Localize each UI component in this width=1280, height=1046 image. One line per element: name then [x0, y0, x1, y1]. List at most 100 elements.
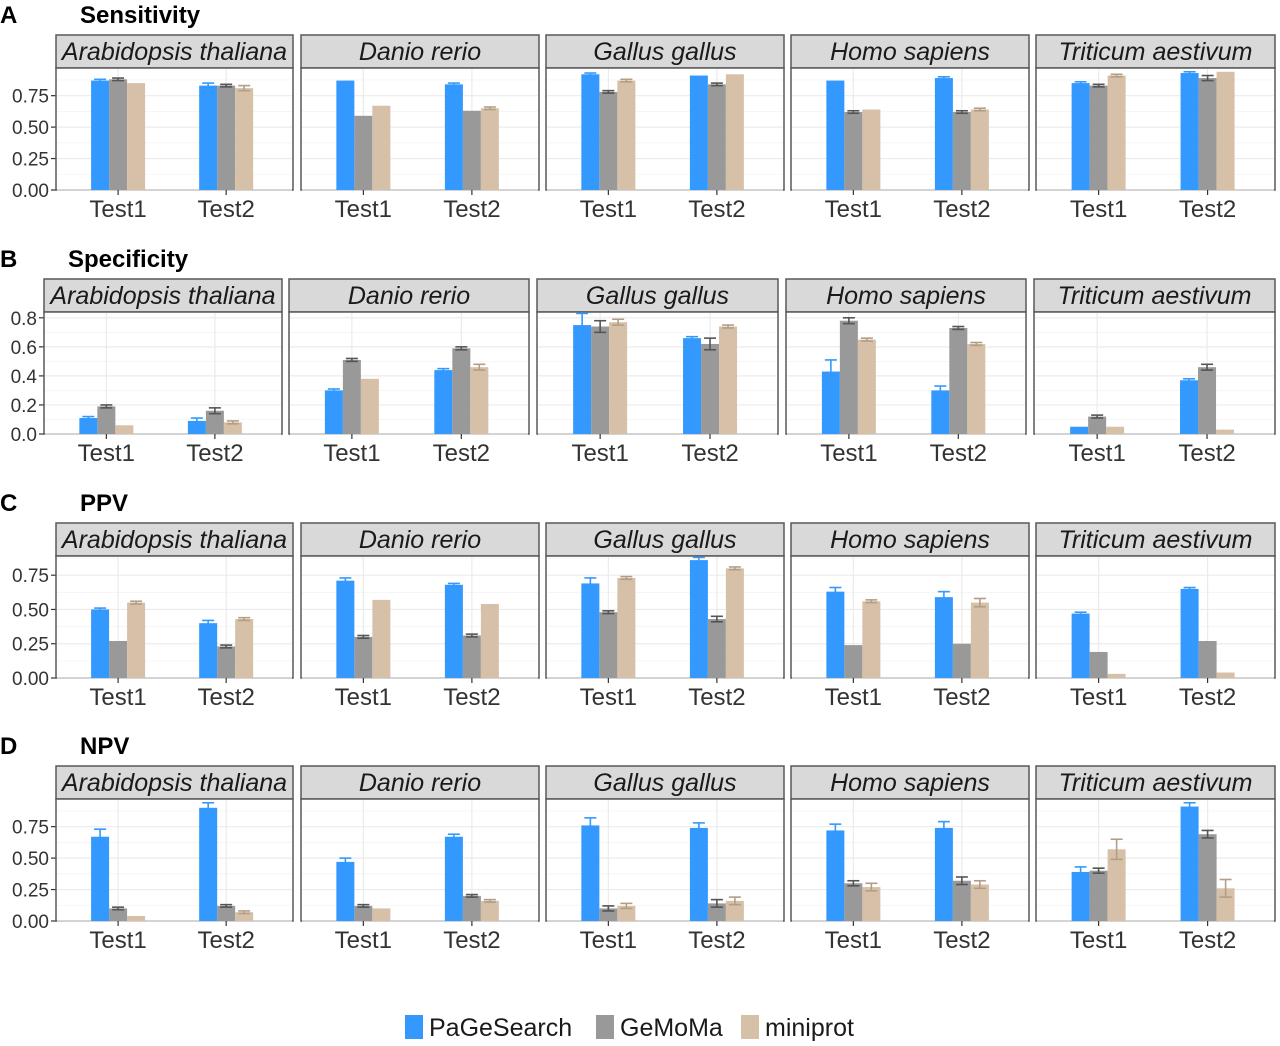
x-tick-label: Test1: [571, 440, 628, 467]
bar-pagesearch-test2: [689, 75, 708, 190]
facet-homo-sapiens: Homo sapiens Test1 Test2: [790, 522, 1030, 711]
bar-pagesearch-test1: [336, 580, 355, 678]
panel-letter: D: [0, 733, 17, 760]
facet-label: Homo sapiens: [830, 769, 990, 797]
bar-gemoma-test1: [342, 359, 361, 434]
bar-gemoma-test2: [1198, 834, 1217, 921]
facet-strip: [545, 765, 785, 800]
y-tick-label: 0.4: [11, 367, 38, 388]
facet-label: Arabidopsis thaliana: [60, 38, 287, 66]
facet-label: Arabidopsis thaliana: [60, 526, 287, 554]
x-tick-label: Test1: [323, 440, 380, 467]
facet-label: Gallus gallus: [593, 38, 736, 66]
error-bar: [1074, 81, 1087, 86]
error-bar: [238, 910, 251, 915]
bar-miniprot-test2: [1216, 429, 1235, 434]
error-bar: [710, 898, 723, 908]
bar-miniprot-test2: [719, 326, 738, 434]
error-bar: [934, 385, 947, 396]
bar-gemoma-test1: [844, 645, 863, 678]
x-tick-label: Test1: [1070, 927, 1127, 954]
facet-strip: [1035, 34, 1276, 69]
x-tick-label: Test1: [1068, 440, 1125, 467]
x-tick-label: Test1: [580, 684, 637, 711]
bar-pagesearch-test1: [826, 830, 845, 921]
bar-gemoma-test2: [1198, 640, 1217, 678]
bar-pagesearch-test2: [1180, 588, 1199, 678]
error-bar: [602, 89, 615, 94]
facet-triticum-aestivum: Triticum aestivum Test1 Test2: [1035, 34, 1276, 223]
x-tick-label: Test2: [681, 440, 738, 467]
bar-miniprot-test1: [862, 109, 881, 190]
bar-miniprot-test2: [970, 602, 989, 678]
error-bar: [1110, 73, 1123, 78]
plot-area: [1033, 311, 1276, 435]
facet-strip: [536, 278, 779, 313]
y-tick-label: 0.6: [11, 338, 37, 359]
facet-strip: [545, 522, 785, 557]
error-bar: [202, 619, 215, 627]
error-bar: [339, 857, 352, 867]
y-tick-label: 0.75: [12, 566, 49, 587]
panel-letter: B: [0, 246, 17, 273]
error-bar: [842, 317, 855, 325]
bar-gemoma-test2: [205, 410, 224, 434]
error-bar: [865, 882, 878, 892]
facet-strip: [43, 278, 283, 313]
facet-danio-rerio: Danio rerio Test1 Test2: [288, 278, 530, 467]
bar-miniprot-test2: [970, 109, 989, 190]
error-bar: [937, 590, 950, 604]
error-bar: [955, 109, 968, 115]
x-tick-label: Test1: [1070, 196, 1127, 223]
error-bar: [847, 109, 860, 115]
facet-label: Danio rerio: [348, 282, 470, 310]
bar-pagesearch-test2: [689, 560, 708, 678]
bar-gemoma-test2: [707, 619, 726, 678]
facet-triticum-aestivum: Triticum aestivum Test1 Test2: [1035, 522, 1276, 711]
bar-gemoma-test2: [949, 327, 968, 434]
bar-miniprot-test1: [1107, 849, 1126, 921]
bar-pagesearch-test1: [581, 74, 600, 190]
bar-pagesearch-test1: [821, 371, 840, 434]
bar-miniprot-test1: [609, 322, 628, 434]
facet-triticum-aestivum: Triticum aestivum Test1 Test2: [1033, 278, 1276, 467]
error-bar: [94, 607, 107, 612]
facet-label: Triticum aestivum: [1057, 282, 1251, 310]
error-bar: [704, 337, 717, 351]
panel-specificity: B Specificity 0.0 0.2 0.4 0.6 0.8 Arabidopsis t…: [0, 246, 1276, 467]
bar-gemoma-test1: [109, 79, 128, 190]
bar-gemoma-test1: [354, 115, 373, 190]
error-bar: [437, 367, 450, 373]
bar-miniprot-test1: [862, 601, 881, 678]
y-tick-label: 0.75: [12, 818, 49, 839]
y-tick-label: 0.50: [12, 118, 49, 139]
error-bar: [220, 903, 233, 908]
facet-homo-sapiens: Homo sapiens Test1 Test2: [790, 34, 1030, 223]
facet-strip: [790, 765, 1030, 800]
error-bar: [955, 876, 968, 886]
bar-gemoma-test2: [217, 85, 236, 190]
bar-gemoma-test1: [599, 91, 618, 190]
bar-gemoma-test2: [707, 84, 726, 190]
y-tick-label: 0.8: [11, 309, 37, 330]
bar-miniprot-test1: [372, 105, 391, 190]
bar-pagesearch-test2: [199, 623, 218, 678]
bar-pagesearch-test1: [1071, 83, 1090, 190]
error-bar: [238, 84, 251, 92]
bar-gemoma-test2: [1198, 367, 1217, 434]
x-tick-label: Test1: [89, 684, 146, 711]
error-bar: [220, 644, 233, 649]
bar-gemoma-test1: [839, 320, 858, 434]
bar-miniprot-test1: [617, 905, 636, 921]
facet-strip: [55, 765, 294, 800]
error-bar: [728, 896, 741, 906]
bar-miniprot-test2: [235, 912, 254, 921]
error-bar: [692, 556, 705, 564]
facet-label: Triticum aestivum: [1058, 38, 1252, 66]
error-bar: [584, 577, 597, 590]
bar-gemoma-test1: [97, 406, 116, 434]
error-bar: [226, 420, 239, 425]
x-tick-label: Test2: [930, 440, 987, 467]
error-bar: [327, 388, 340, 393]
bar-gemoma-test2: [952, 880, 971, 921]
